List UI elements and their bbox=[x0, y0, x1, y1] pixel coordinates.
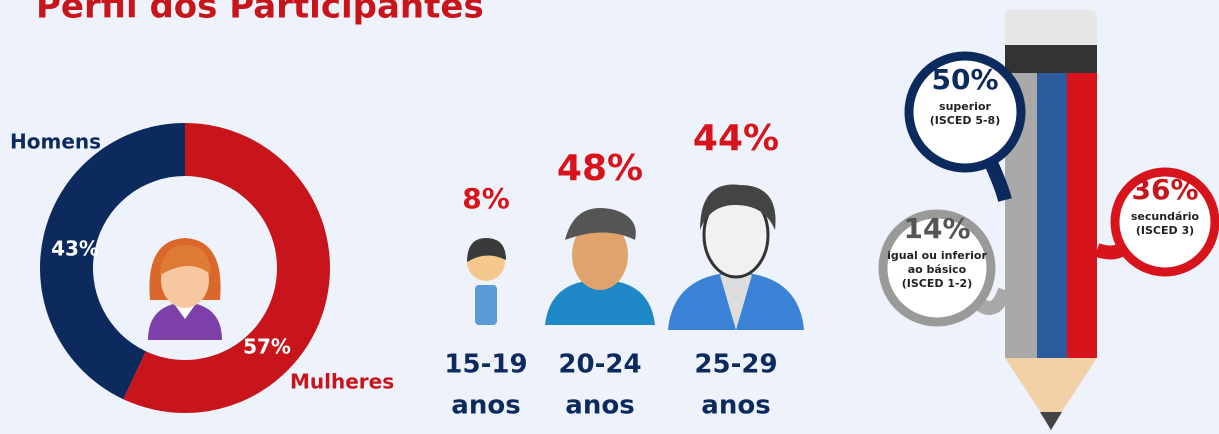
education-percent: 36% bbox=[1131, 173, 1198, 206]
education-percent: 14% bbox=[903, 212, 970, 245]
legend-label: Homens bbox=[10, 130, 101, 154]
age-range: 20-24 bbox=[558, 350, 641, 380]
person-icons bbox=[467, 184, 804, 330]
legend-label: Mulheres bbox=[290, 370, 394, 394]
value-label: 57% bbox=[243, 335, 291, 359]
age-range: 15-19 bbox=[444, 350, 527, 380]
education-ring bbox=[1110, 167, 1219, 277]
title: Perfil dos Participantes bbox=[36, 0, 484, 27]
age-unit: anos bbox=[451, 391, 520, 421]
education-label: ao básico bbox=[908, 263, 967, 276]
education-percent: 50% bbox=[931, 63, 998, 96]
age-unit: anos bbox=[701, 391, 770, 421]
education-label: igual ou inferior bbox=[887, 249, 987, 262]
age-range: 25-29 bbox=[694, 350, 777, 380]
donut-chart: Homens 43% Mulheres 57% bbox=[10, 123, 394, 413]
woman-icon bbox=[148, 238, 222, 340]
education-label: (ISCED 1-2) bbox=[902, 277, 973, 290]
age-unit: anos bbox=[565, 391, 634, 421]
donut-segment bbox=[40, 123, 185, 400]
education: 50%superior(ISCED 5-8)36%secundário(ISCE… bbox=[878, 51, 1219, 327]
education-label: (ISCED 5-8) bbox=[930, 114, 1001, 127]
donut-segment bbox=[123, 123, 331, 413]
education-label: superior bbox=[939, 100, 991, 113]
education-label: secundário bbox=[1131, 210, 1200, 223]
value-label: 43% bbox=[51, 237, 99, 261]
age-percent: 48% bbox=[557, 148, 643, 189]
age-percent: 44% bbox=[693, 118, 779, 159]
education-ring bbox=[904, 51, 1026, 173]
age-groups: 8% 15-19 anos 48% 20-24 anos 44% 25-29 anos bbox=[444, 118, 779, 421]
education-label: (ISCED 3) bbox=[1136, 224, 1194, 237]
education-ring bbox=[878, 209, 996, 327]
age-percent: 8% bbox=[462, 182, 510, 215]
pencil bbox=[970, 10, 1139, 430]
